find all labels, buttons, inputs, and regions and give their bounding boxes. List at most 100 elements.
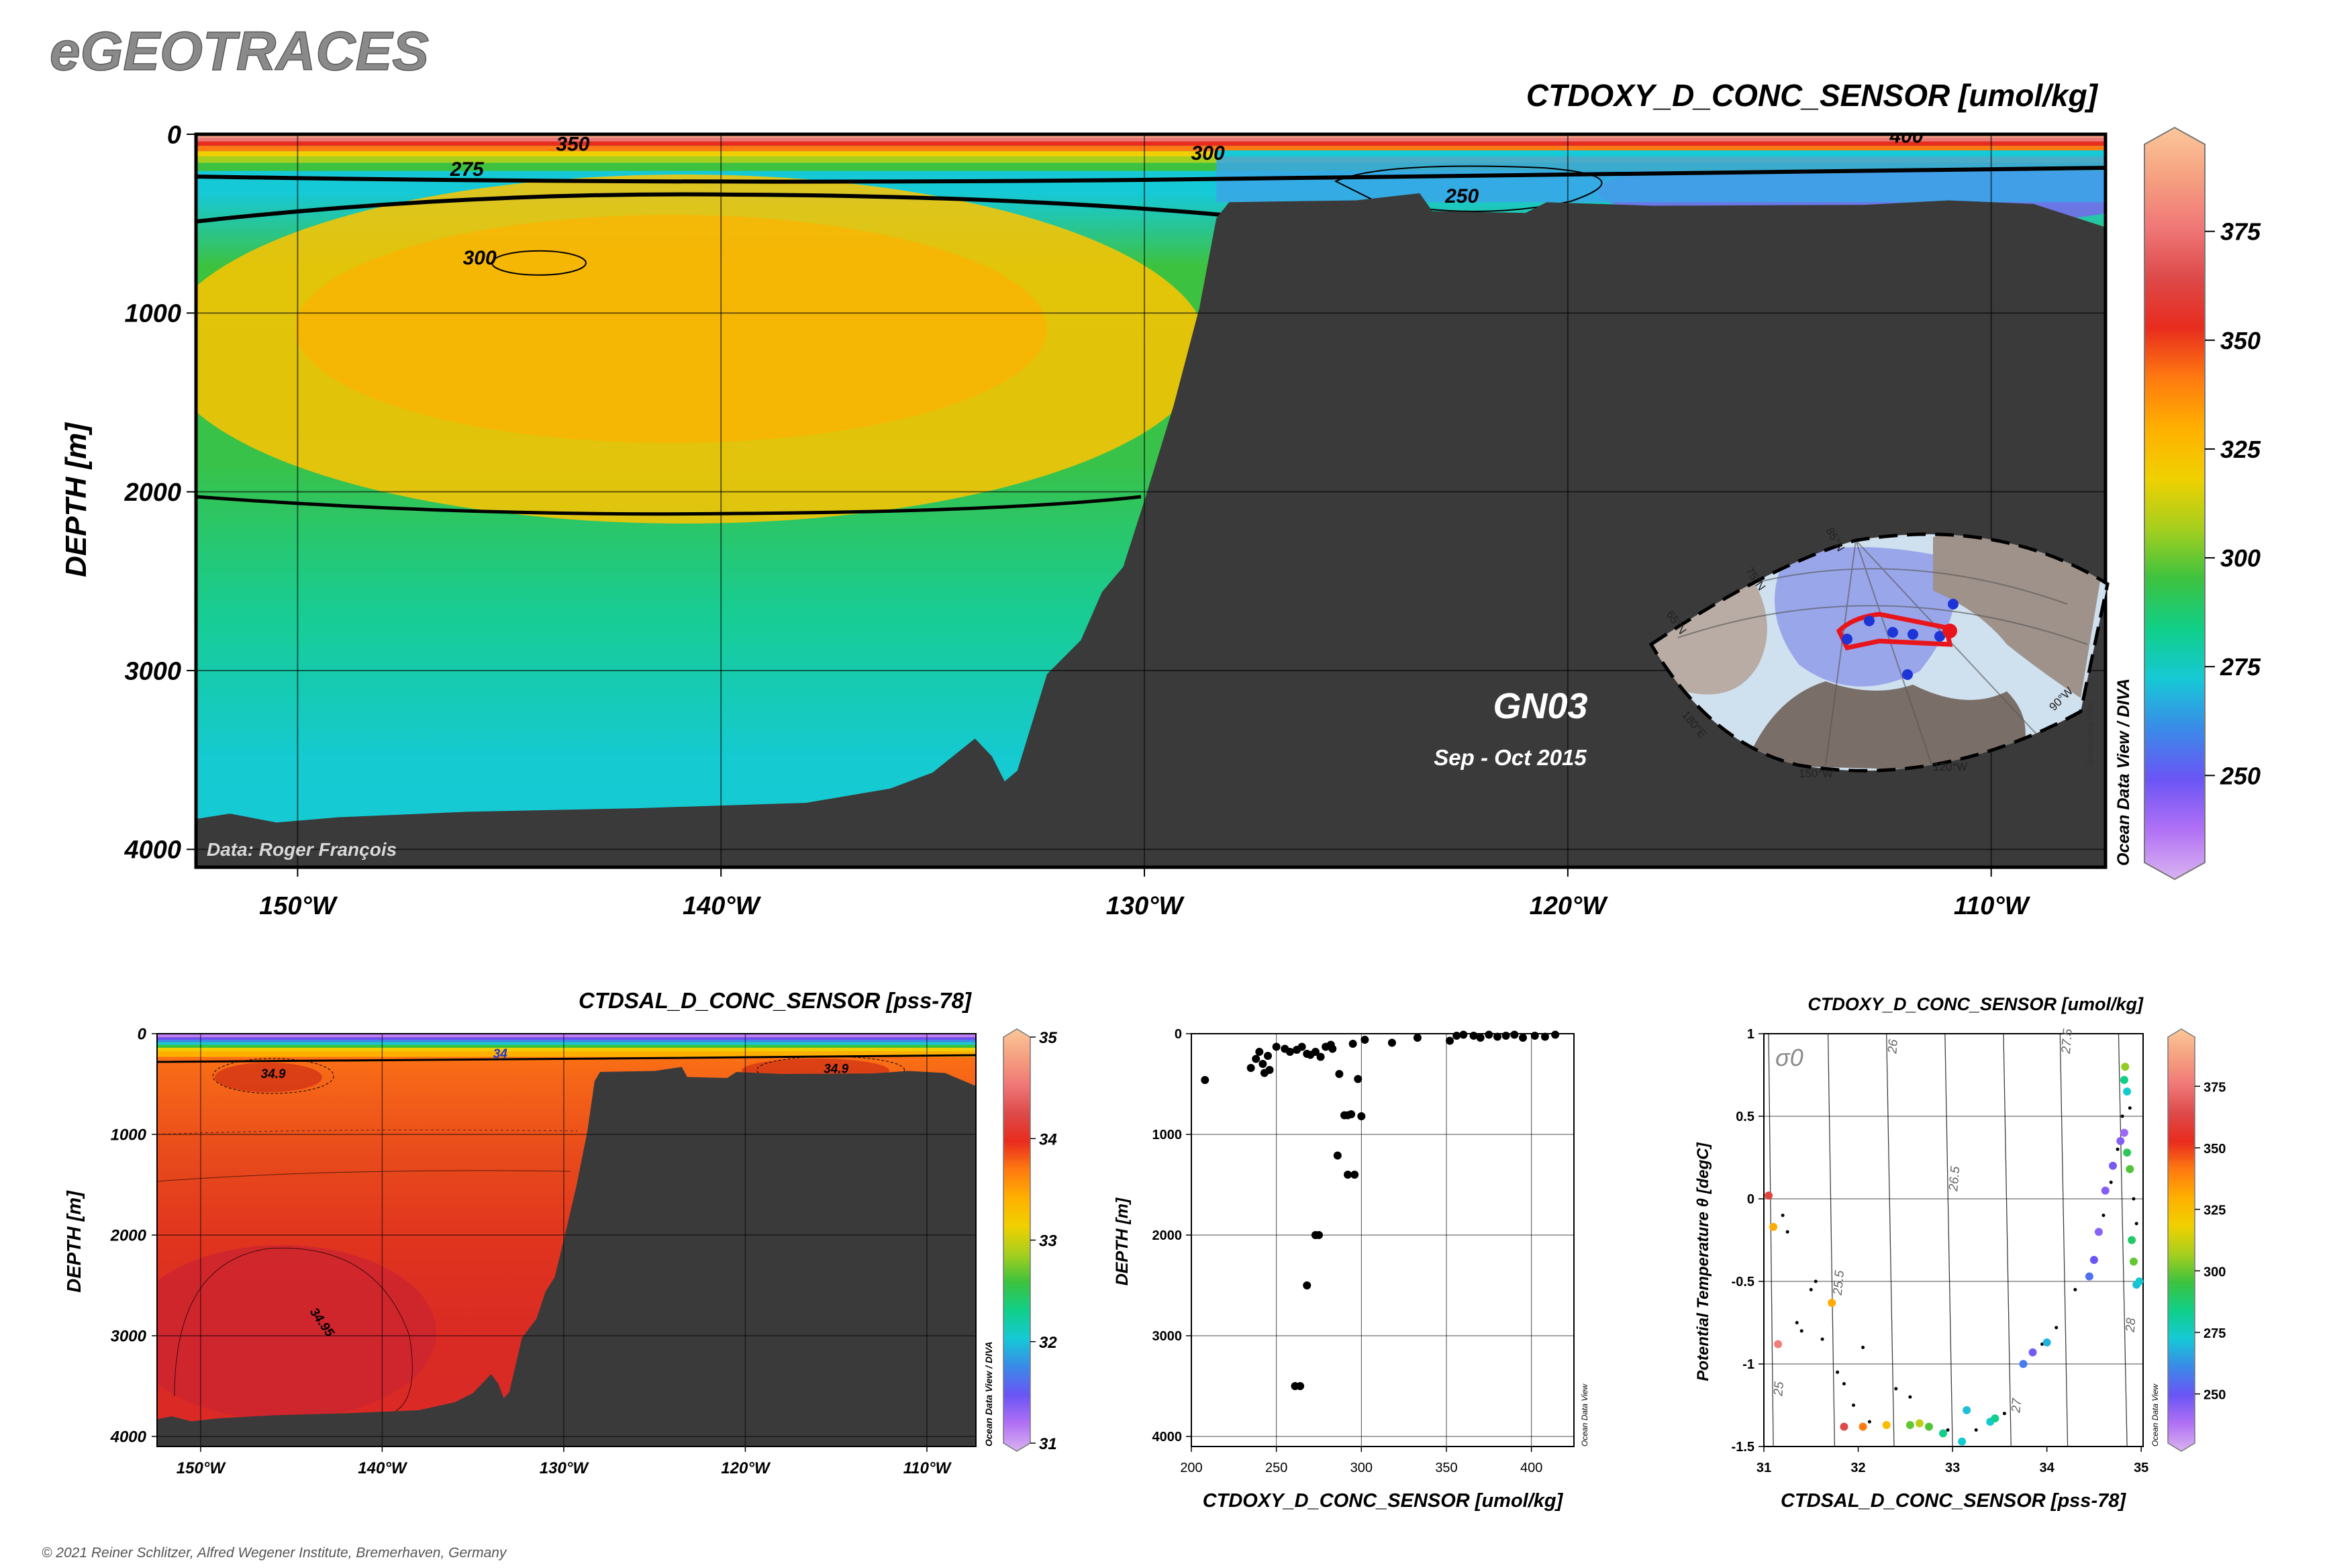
small-data-point — [1908, 1395, 1912, 1399]
isopycnal-label: 28 — [2124, 1317, 2139, 1333]
station-dot — [1948, 599, 1959, 609]
colorbar-tick-label: 375 — [2220, 218, 2261, 246]
y-tick-label: 1 — [1747, 1027, 1754, 1042]
main-oxygen-core-inner — [295, 215, 1047, 443]
inset-map-outline — [1648, 532, 2110, 773]
small-data-point — [1861, 1345, 1865, 1349]
station-dot — [1902, 669, 1913, 680]
data-point — [1882, 1421, 1891, 1430]
main-colorbar-body — [2144, 126, 2206, 881]
data-point — [1859, 1422, 1867, 1431]
contour-300-core — [491, 250, 587, 276]
y-tick-label: 0 — [138, 1025, 147, 1043]
colorbar-tick-label: 250 — [2204, 1388, 2226, 1403]
data-point — [2135, 1277, 2144, 1285]
data-point — [1316, 1052, 1325, 1061]
colorbar-tick-label: 250 — [2220, 762, 2261, 789]
data-point — [1485, 1030, 1493, 1039]
contour-34-9-lower — [157, 1170, 571, 1182]
x-tick-label: 150°W — [177, 1459, 227, 1477]
contour-label: 250 — [1444, 185, 1479, 207]
main-colorbar-ticks: 250 275 300 325 350 375 — [2205, 218, 2261, 789]
x-tick-label: 32 — [1850, 1461, 1865, 1475]
small-data-point — [1842, 1382, 1846, 1386]
data-point — [1246, 1064, 1255, 1072]
surface-band — [196, 134, 2106, 138]
inset-map-stations — [1842, 599, 1959, 680]
data-point — [1255, 1048, 1264, 1056]
small-data-point — [2054, 1326, 2059, 1330]
inset-map-land-canada — [1933, 534, 2101, 698]
small-data-point — [2120, 1114, 2124, 1118]
data-point — [1347, 1110, 1356, 1118]
data-point — [1905, 1421, 1914, 1430]
colorbar-tick-label: 35 — [1039, 1029, 1057, 1047]
oxy-ylabel: DEPTH [m] — [1113, 1197, 1132, 1285]
contour-275-lower — [196, 495, 1142, 516]
x-tick-label: 140°W — [358, 1459, 408, 1477]
x-tick-label: 120°W — [721, 1459, 771, 1477]
data-point — [1311, 1048, 1320, 1056]
sal-axes: 150°W 140°W 130°W 120°W 110°W 0 1000 2000 3000 40… — [110, 1025, 952, 1477]
main-frame — [194, 132, 2108, 869]
data-point — [1510, 1030, 1519, 1039]
contour-label: 34.9 — [261, 1067, 286, 1081]
isopycnal-label: 27 — [2009, 1397, 2024, 1414]
surface-band — [157, 1044, 976, 1048]
data-point — [2094, 1228, 2103, 1236]
map-lon-label: 120°W — [1933, 761, 1967, 773]
data-point — [1774, 1340, 1783, 1349]
data-point — [1350, 1171, 1359, 1179]
data-point — [1348, 1040, 1357, 1048]
data-point — [1530, 1032, 1539, 1040]
x-tick-label: 300 — [1350, 1461, 1373, 1475]
x-tick-label: 350 — [1435, 1461, 1457, 1475]
surface-band — [157, 1048, 976, 1052]
y-tick-label: 4000 — [123, 836, 181, 865]
data-point — [1493, 1032, 1501, 1041]
small-data-point — [1799, 1329, 1803, 1333]
colorbar-tick-label: 34 — [1039, 1130, 1057, 1148]
contour-label: 400 — [1889, 126, 1923, 148]
y-tick-label: 3000 — [1152, 1329, 1183, 1344]
data-point — [1258, 1060, 1267, 1068]
ts-axes: 31 32 33 34 35 1 0.5 0 -0.5 -1 -1.5 — [1732, 1027, 2149, 1475]
data-point — [2116, 1136, 2125, 1145]
colorbar-tick-label: 33 — [1039, 1232, 1057, 1251]
contour-34 — [157, 1054, 976, 1063]
isopycnal-line — [1944, 1033, 1953, 1447]
data-point — [2028, 1348, 2037, 1357]
colorbar-tick-label: 31 — [1039, 1435, 1057, 1453]
colorbar-tick-label: 275 — [2204, 1326, 2226, 1341]
y-tick-label: 0 — [1175, 1027, 1182, 1042]
small-data-point — [1814, 1279, 1818, 1283]
surface-band — [157, 1042, 976, 1045]
contour-label: 34.9 — [824, 1063, 848, 1077]
small-data-point — [2134, 1222, 2138, 1226]
ts-colorbar-ticks: 250 275 300 325 350 375 — [2195, 1080, 2226, 1403]
isopycnal-label: 25.5 — [1831, 1269, 1847, 1296]
data-point — [1285, 1048, 1294, 1056]
salinity-section-plot: CTDSAL_D_CONC_SENSOR [pss-78] 34 34.9 34.9… — [64, 988, 1057, 1477]
data-point — [1765, 1191, 1773, 1200]
sal-colorbar: 31 32 33 34 35 Ocean Data View / DIVA — [983, 1028, 1057, 1453]
surface-band — [196, 138, 2106, 142]
sal-colorbar-side-label: Ocean Data View / DIVA — [983, 1342, 994, 1447]
isopycnal-line — [1827, 1033, 1836, 1447]
oxy-points — [1201, 1030, 1560, 1390]
x-tick-label: 34 — [2040, 1461, 2055, 1475]
oxy-frame — [1191, 1033, 1575, 1447]
main-ylabel: DEPTH [m] — [60, 422, 93, 577]
station-dot — [1887, 627, 1898, 638]
small-data-point — [1894, 1387, 1898, 1391]
surface-band — [196, 156, 2106, 163]
y-tick-label: 0.5 — [1736, 1110, 1754, 1124]
small-data-point — [1852, 1404, 1856, 1407]
colorbar-tick-label: 275 — [2220, 653, 2261, 681]
data-point — [1303, 1281, 1311, 1289]
station-dot — [1842, 634, 1852, 644]
sal-grid — [157, 1034, 976, 1447]
y-tick-label: 3000 — [124, 657, 181, 685]
